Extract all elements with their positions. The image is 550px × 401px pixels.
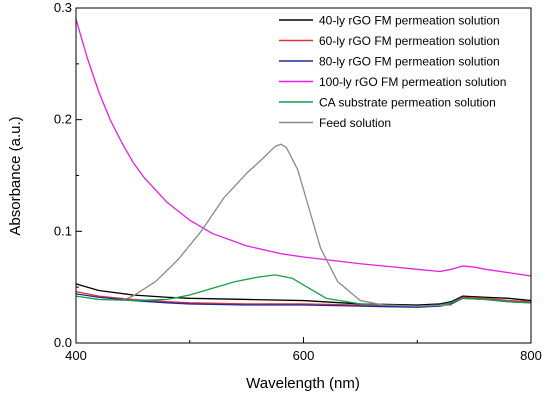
legend: 40-ly rGO FM permeation solution 60-ly rG… <box>279 14 506 130</box>
legend-label: 80-ly rGO FM permeation solution <box>319 55 500 69</box>
series-line-5 <box>75 274 532 307</box>
x-tick-label: 800 <box>520 348 542 363</box>
legend-label: 40-ly rGO FM permeation solution <box>319 14 500 28</box>
x-tick-label: 400 <box>65 348 87 363</box>
y-tick-label: 0.1 <box>54 223 72 238</box>
axes-layer: 400 600 800 0.0 0.1 0.2 0.3 <box>54 0 542 363</box>
legend-label: 100-ly rGO FM permeation solution <box>319 75 506 89</box>
x-tick-label: 600 <box>293 348 315 363</box>
series-layer <box>75 18 532 308</box>
series-line-4 <box>75 18 532 277</box>
x-axis-title: Wavelength (nm) <box>246 375 360 392</box>
series-line-6 <box>120 143 453 307</box>
legend-label: 60-ly rGO FM permeation solution <box>319 34 500 48</box>
y-tick-label: 0.0 <box>54 335 72 350</box>
legend-label: CA substrate permeation solution <box>319 96 496 110</box>
y-tick-label: 0.3 <box>54 0 72 15</box>
y-tick-label: 0.2 <box>54 112 72 127</box>
legend-label: Feed solution <box>319 116 391 130</box>
y-axis-title: Absorbance (a.u.) <box>7 116 24 235</box>
